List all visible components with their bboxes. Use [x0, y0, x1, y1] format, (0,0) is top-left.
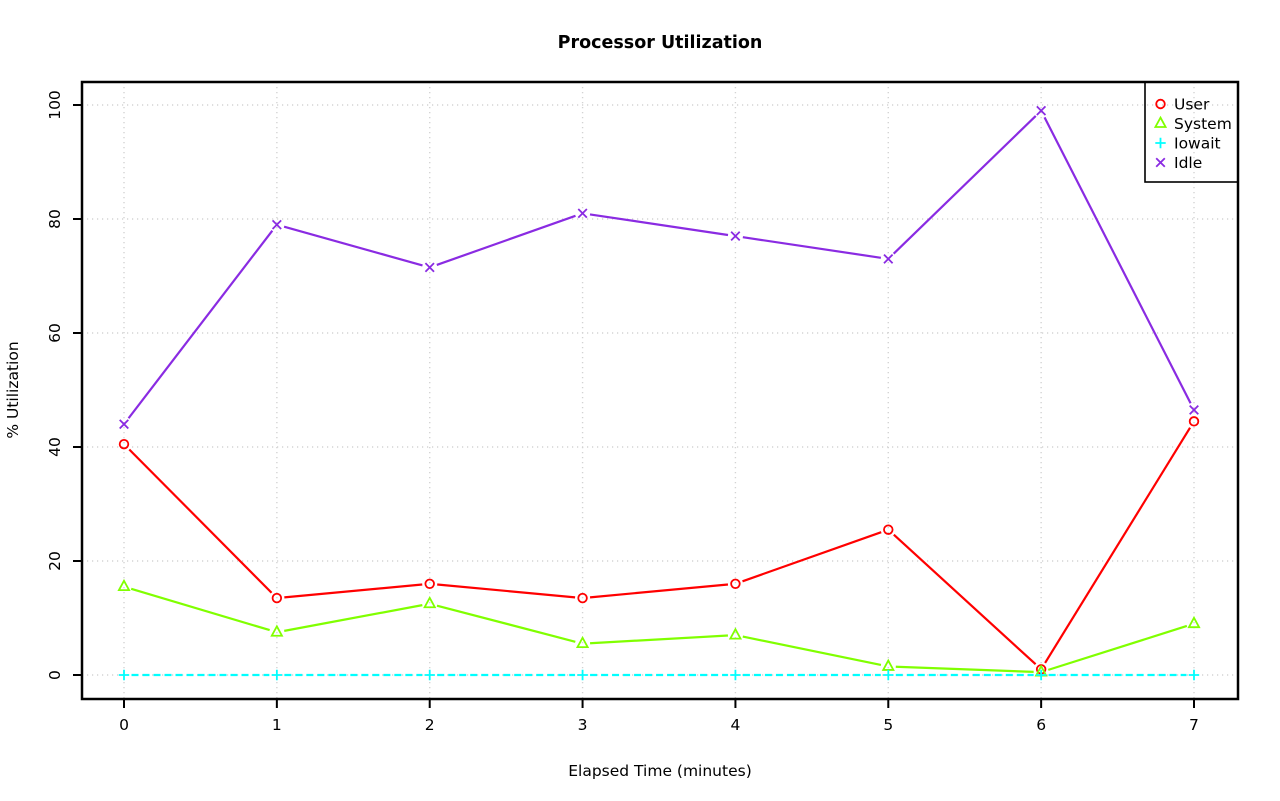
series-segment [742, 635, 882, 667]
series-segment [1047, 624, 1188, 671]
marker-x [271, 219, 282, 230]
series-segment [589, 213, 729, 237]
series-segment [284, 583, 423, 599]
x-tick-label: 1 [272, 716, 282, 734]
marker-x [883, 253, 894, 264]
series-segment [589, 634, 729, 645]
marker-triangle [270, 624, 284, 637]
x-axis: 0 1 2 3 4 5 6 7 [119, 699, 1199, 734]
marker-x [1155, 157, 1166, 168]
series-segment [437, 583, 576, 599]
series-segment [127, 229, 274, 419]
y-tick-label: 100 [46, 90, 64, 120]
legend-label: User [1174, 96, 1210, 114]
marker-plus [424, 669, 435, 681]
y-tick-label: 80 [46, 209, 64, 229]
series-segment [130, 587, 270, 632]
marker-circle [271, 592, 283, 604]
series-segment [436, 604, 576, 643]
series-iowait [118, 669, 1200, 681]
series-idle [119, 105, 1199, 430]
series-segment [284, 604, 423, 632]
x-tick-label: 3 [578, 716, 588, 734]
y-tick-label: 60 [46, 323, 64, 343]
y-axis-label: % Utilization [4, 341, 22, 438]
series-segment [742, 236, 882, 259]
y-tick-label: 40 [46, 437, 64, 457]
marker-triangle [117, 578, 131, 592]
marker-plus [1188, 669, 1200, 681]
series-segment [895, 665, 1034, 673]
marker-x [1036, 105, 1047, 116]
marker-x [424, 262, 435, 273]
marker-circle [577, 592, 588, 604]
x-tick-label: 6 [1036, 716, 1046, 734]
marker-circle [118, 438, 130, 450]
legend-marker-plus [1155, 137, 1166, 149]
x-tick-label: 2 [425, 716, 435, 734]
legend-box [1144, 81, 1239, 183]
legend-marker-triangle [1153, 115, 1168, 128]
x-tick-label: 0 [119, 716, 129, 734]
marker-x [1189, 405, 1199, 415]
marker-plus [577, 669, 588, 681]
grid [82, 82, 1238, 699]
legend-label: Iowait [1174, 135, 1221, 153]
marker-circle [424, 578, 435, 590]
marker-x [577, 208, 588, 219]
marker-x [119, 419, 129, 430]
legend-marker-x [1155, 157, 1166, 168]
marker-circle [1188, 416, 1200, 427]
marker-plus [883, 669, 894, 681]
y-axis: 0 20 40 60 80 100 [46, 90, 82, 680]
marker-triangle [575, 635, 590, 649]
series-segment [742, 531, 882, 583]
series-segment [128, 448, 273, 594]
marker-circle [730, 578, 741, 590]
marker-triangle [1187, 615, 1201, 629]
x-axis-label: Elapsed Time (minutes) [568, 762, 752, 780]
marker-circle [883, 524, 894, 535]
x-tick-label: 4 [730, 716, 740, 734]
series-segment [1043, 116, 1192, 404]
series-segment [283, 225, 423, 267]
marker-plus [1035, 669, 1047, 681]
marker-triangle [881, 658, 895, 671]
marker-plus [730, 669, 741, 681]
series-segment [1044, 427, 1191, 664]
series-segment [436, 214, 576, 266]
legend-label: Idle [1174, 154, 1202, 172]
legend-marker-circle [1155, 98, 1166, 110]
legend-label: System [1174, 115, 1232, 133]
x-tick-label: 7 [1189, 716, 1199, 734]
y-tick-label: 0 [46, 670, 64, 680]
marker-circle [1155, 98, 1166, 110]
y-tick-label: 20 [46, 551, 64, 571]
marker-plus [1155, 137, 1166, 149]
marker-x [730, 231, 741, 242]
marker-triangle [1153, 115, 1168, 128]
plot-border [80, 80, 1240, 701]
marker-triangle [423, 595, 437, 609]
chart-title: Processor Utilization [558, 33, 763, 53]
marker-plus [271, 669, 283, 681]
series-system [117, 578, 1201, 677]
x-tick-label: 5 [883, 716, 893, 734]
series-segment [893, 533, 1037, 666]
series-user [118, 416, 1200, 675]
series-segment [892, 115, 1037, 255]
marker-plus [118, 669, 130, 681]
marker-triangle [728, 627, 743, 640]
series-segment [589, 583, 729, 599]
